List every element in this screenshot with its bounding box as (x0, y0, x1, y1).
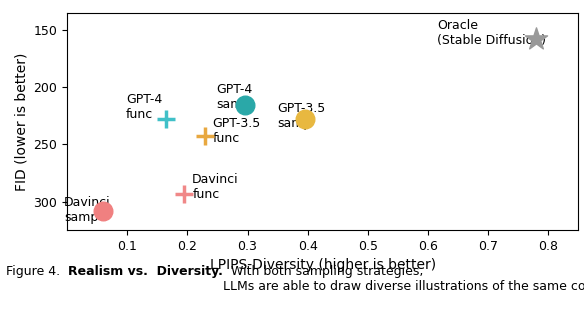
Text: GPT-4
func: GPT-4 func (126, 93, 162, 121)
Point (240, 102, 249, 107)
Text: GPT-3.5
func: GPT-3.5 func (213, 117, 261, 145)
Point (300, 117, 310, 122)
Point (531, 37, 541, 42)
Point (162, 117, 171, 122)
X-axis label: LPIPS-Diversity (higher is better): LPIPS-Diversity (higher is better) (210, 258, 436, 272)
Y-axis label: FID (lower is better): FID (lower is better) (14, 52, 28, 191)
Text: GPT-4
samp: GPT-4 samp (216, 83, 252, 111)
Text: Realism vs.  Diversity.: Realism vs. Diversity. (68, 265, 223, 278)
Text: With both sampling strategies,
LLMs are able to draw diverse illustrations of th: With both sampling strategies, LLMs are … (223, 265, 584, 293)
Text: Oracle
(Stable Diffusion): Oracle (Stable Diffusion) (437, 19, 546, 47)
Point (180, 191, 189, 196)
Text: Figure 4.: Figure 4. (6, 265, 68, 278)
Point (201, 134, 210, 139)
Text: Davinci
func: Davinci func (192, 173, 239, 201)
Text: Davinci
samp: Davinci samp (64, 196, 111, 224)
Point (99, 208, 108, 213)
Text: GPT-3.5
samp: GPT-3.5 samp (277, 102, 326, 130)
